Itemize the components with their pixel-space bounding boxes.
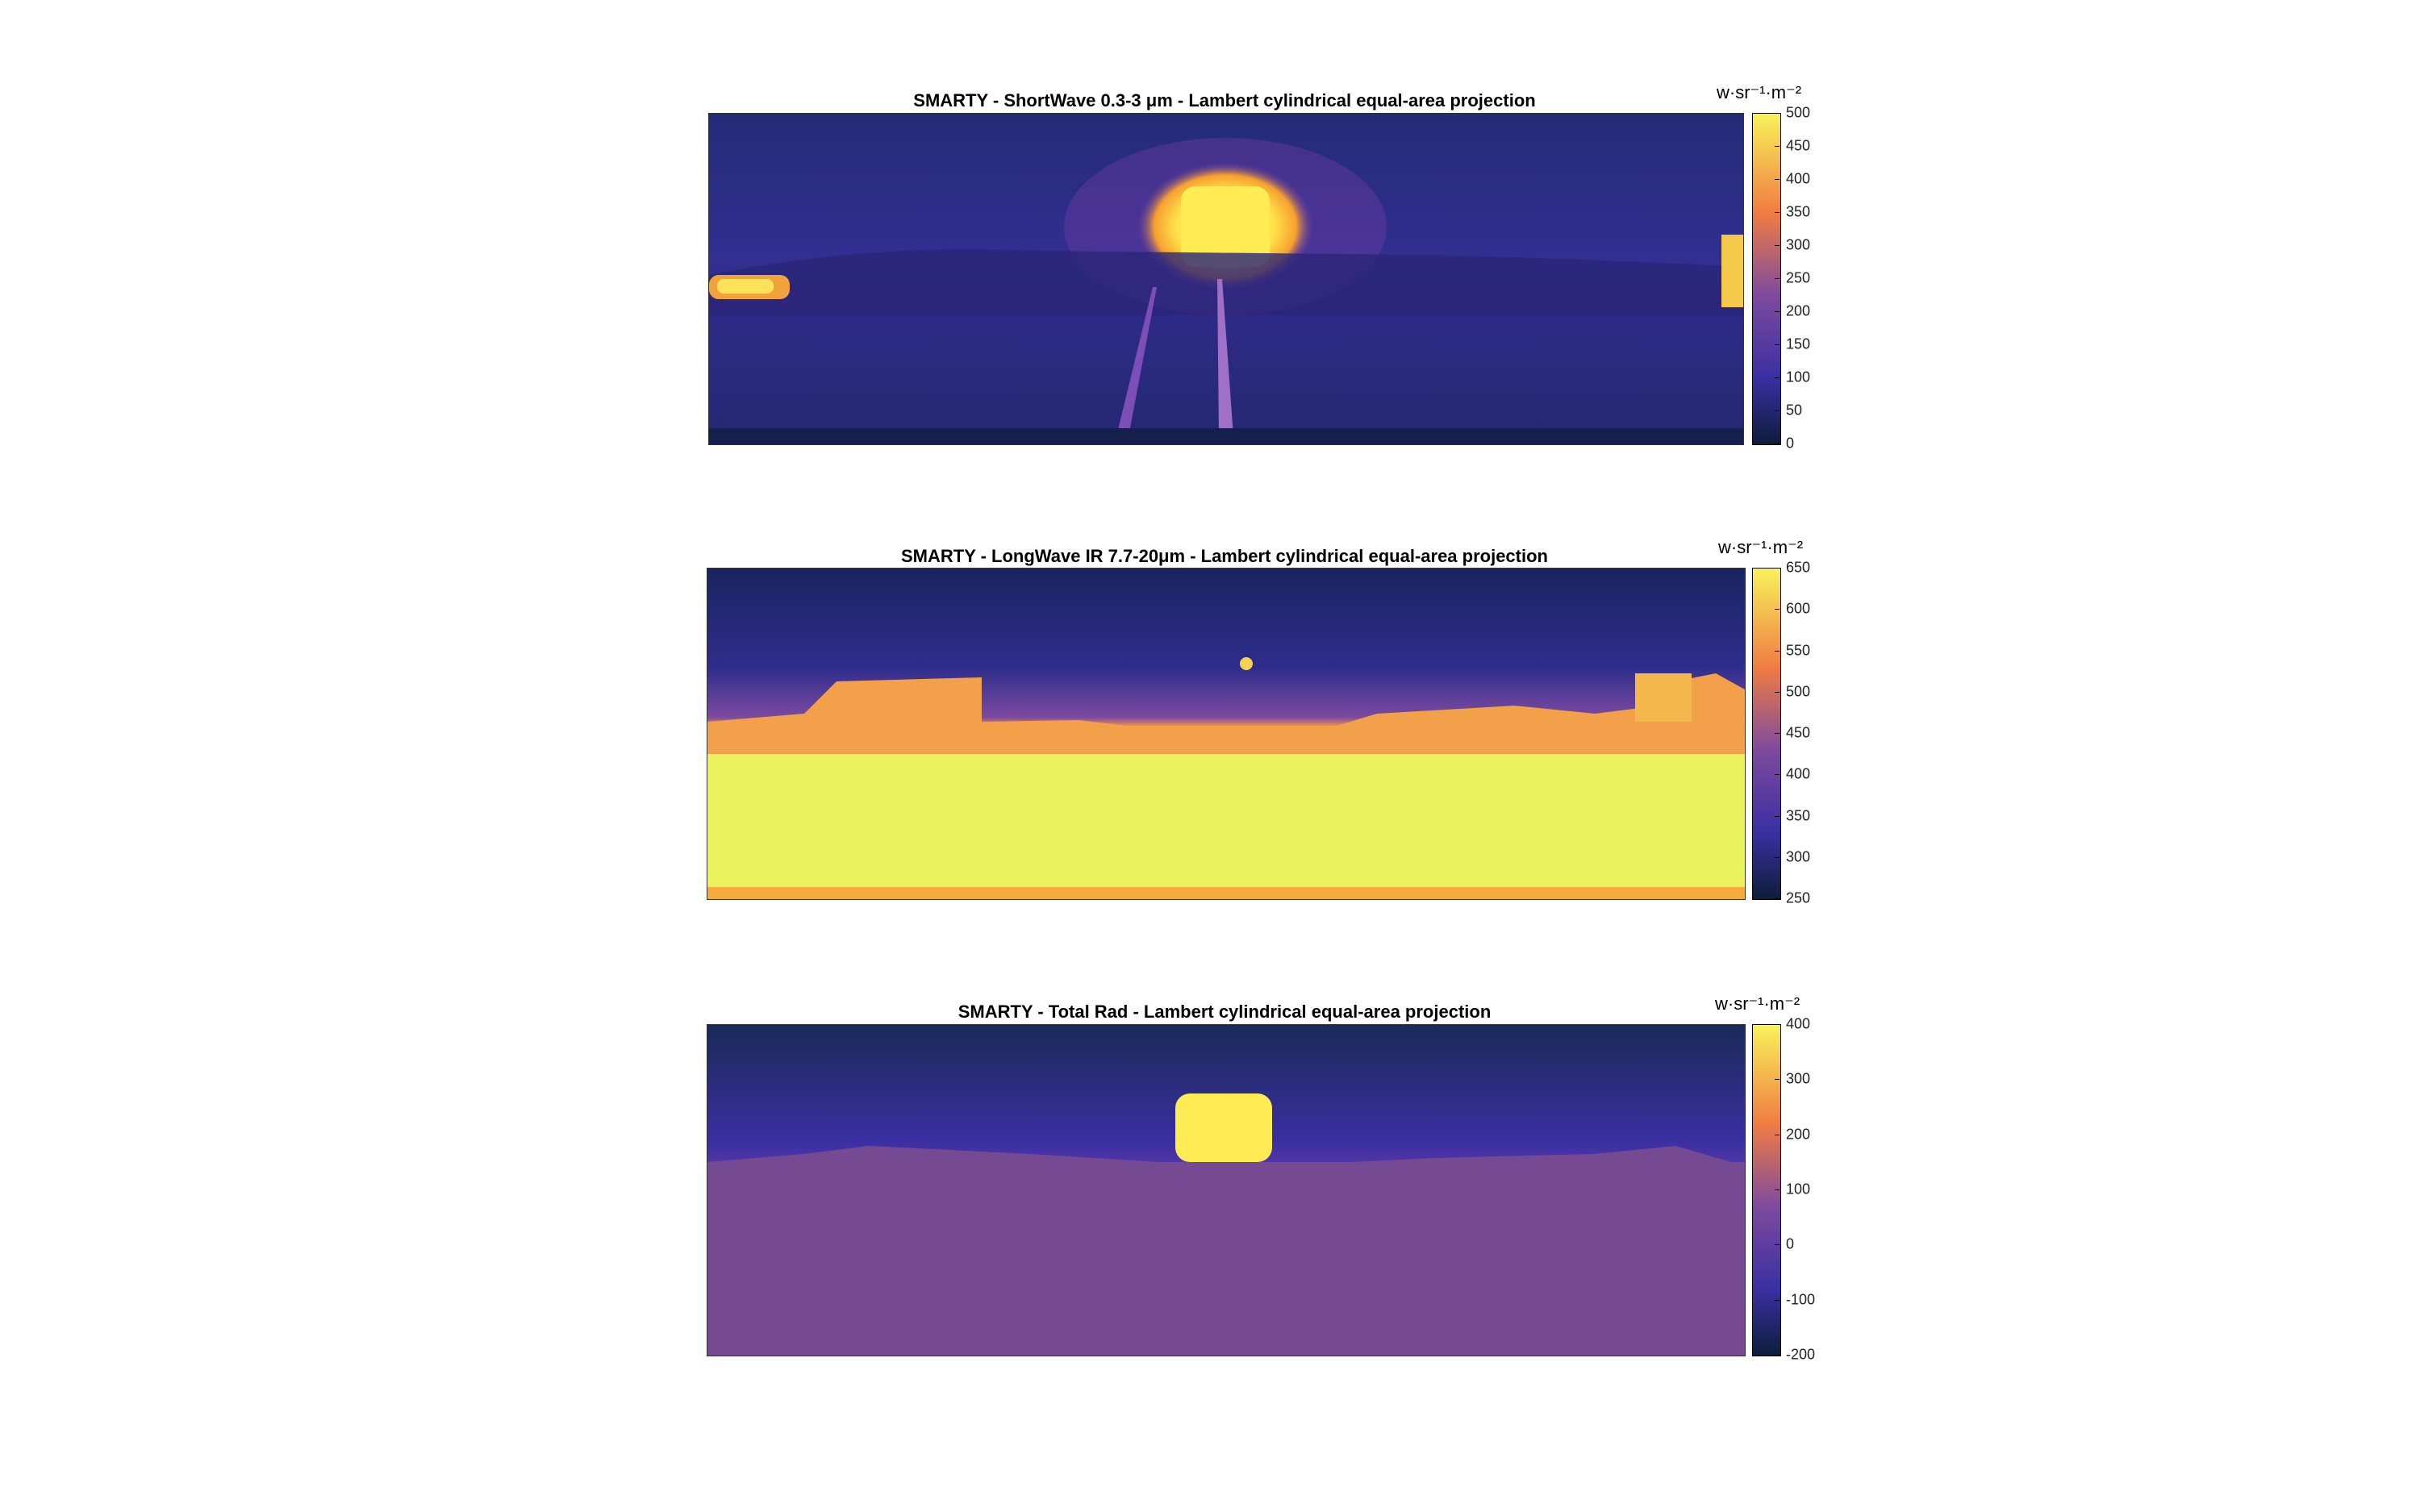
colorbar-tick-label: 200 bbox=[1786, 1126, 1811, 1143]
colorbar-tick-mark bbox=[1775, 113, 1780, 114]
colorbar-tick-mark bbox=[1775, 898, 1780, 899]
colorbar-tick-mark bbox=[1775, 1299, 1780, 1301]
heatmap-longwave-image bbox=[707, 569, 1745, 899]
colorbar-tick-mark bbox=[1775, 1189, 1780, 1190]
colorbar-unit-longwave: w·sr⁻¹·m⁻² bbox=[1718, 537, 1804, 557]
colorbar-tick-label: 350 bbox=[1786, 203, 1811, 220]
heatmap-longwave bbox=[707, 568, 1746, 900]
colorbar-tick-mark bbox=[1775, 410, 1780, 411]
colorbar-longwave bbox=[1752, 568, 1781, 900]
colorbar-tick-mark bbox=[1775, 1244, 1780, 1246]
colorbar-tick-label: 250 bbox=[1786, 889, 1811, 906]
colorbar-tick-label: -100 bbox=[1786, 1291, 1816, 1308]
colorbar-tick-label: 400 bbox=[1786, 765, 1811, 782]
colorbar-tick-mark bbox=[1775, 691, 1780, 693]
colorbar-tick-mark bbox=[1775, 179, 1780, 180]
colorbar-tick-mark bbox=[1775, 344, 1780, 345]
colorbar-tick-mark bbox=[1775, 311, 1780, 312]
colorbar-totalrad bbox=[1752, 1024, 1781, 1356]
colorbar-tick-mark bbox=[1775, 568, 1780, 569]
chart-title-shortwave: SMARTY - ShortWave 0.3-3 μm - Lambert cy… bbox=[913, 90, 1536, 110]
colorbar-tick-label: 450 bbox=[1786, 724, 1811, 741]
colorbar-tick-label: 400 bbox=[1786, 1015, 1811, 1032]
colorbar-tick-mark bbox=[1775, 815, 1780, 817]
colorbar-tick-mark bbox=[1775, 245, 1780, 246]
colorbar-tick-label: 550 bbox=[1786, 642, 1811, 658]
heatmap-totalrad bbox=[707, 1024, 1746, 1356]
heatmap-totalrad-image bbox=[707, 1025, 1745, 1356]
colorbar-tick-mark bbox=[1775, 856, 1780, 858]
colorbar-tick-label: 100 bbox=[1786, 1181, 1811, 1198]
colorbar-tick-label: 500 bbox=[1786, 683, 1811, 700]
colorbar-tick-label: 300 bbox=[1786, 848, 1811, 865]
colorbar-tick-label: 650 bbox=[1786, 559, 1811, 576]
colorbar-tick-label: 0 bbox=[1786, 1235, 1795, 1252]
heatmap-shortwave bbox=[708, 113, 1744, 445]
colorbar-tick-mark bbox=[1775, 609, 1780, 610]
colorbar-tick-mark bbox=[1775, 774, 1780, 776]
chart-title-totalrad: SMARTY - Total Rad - Lambert cylindrical… bbox=[958, 1002, 1492, 1022]
colorbar-tick-label: 250 bbox=[1786, 269, 1811, 286]
colorbar-unit-shortwave: w·sr⁻¹·m⁻² bbox=[1717, 82, 1802, 102]
colorbar-tick-label: 600 bbox=[1786, 600, 1811, 617]
colorbar-shortwave bbox=[1752, 113, 1781, 445]
colorbar-tick-label: 450 bbox=[1786, 137, 1811, 154]
colorbar-tick-label: 100 bbox=[1786, 369, 1811, 385]
colorbar-tick-label: 200 bbox=[1786, 302, 1811, 319]
colorbar-tick-label: -200 bbox=[1786, 1346, 1816, 1363]
colorbar-tick-label: 350 bbox=[1786, 807, 1811, 823]
colorbar-tick-label: 0 bbox=[1786, 435, 1795, 452]
colorbar-tick-label: 300 bbox=[1786, 236, 1811, 253]
colorbar-tick-label: 300 bbox=[1786, 1070, 1811, 1087]
colorbar-tick-mark bbox=[1775, 1079, 1780, 1081]
colorbar-tick-mark bbox=[1775, 377, 1780, 378]
colorbar-tick-mark bbox=[1775, 1024, 1780, 1025]
colorbar-tick-mark bbox=[1775, 1355, 1780, 1356]
colorbar-unit-totalrad: w·sr⁻¹·m⁻² bbox=[1715, 993, 1800, 1014]
colorbar-tick-mark bbox=[1775, 212, 1780, 213]
colorbar-tick-label: 500 bbox=[1786, 104, 1811, 121]
chart-title-longwave: SMARTY - LongWave IR 7.7-20μm - Lambert … bbox=[901, 546, 1548, 566]
colorbar-tick-label: 400 bbox=[1786, 170, 1811, 187]
colorbar-tick-label: 150 bbox=[1786, 335, 1811, 352]
colorbar-tick-mark bbox=[1775, 733, 1780, 734]
colorbar-tick-mark bbox=[1775, 146, 1780, 147]
colorbar-tick-mark bbox=[1775, 278, 1780, 279]
heatmap-shortwave-image bbox=[709, 114, 1743, 444]
colorbar-tick-mark bbox=[1775, 650, 1780, 652]
colorbar-tick-label: 50 bbox=[1786, 402, 1803, 419]
